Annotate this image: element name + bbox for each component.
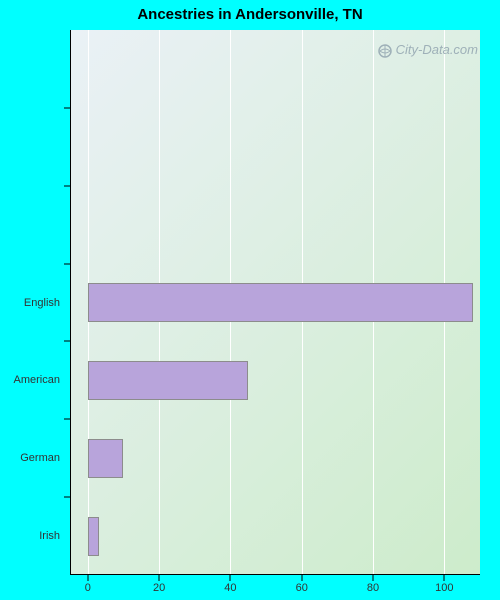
bar — [88, 361, 248, 400]
xtick-label: 80 — [367, 582, 379, 594]
ytick-mark — [64, 419, 70, 420]
xtick-mark — [301, 575, 302, 581]
ytick-label: Irish — [0, 530, 60, 542]
ytick-mark — [64, 107, 70, 108]
ytick-mark — [64, 497, 70, 498]
xtick-mark — [230, 575, 231, 581]
xtick-mark — [159, 575, 160, 581]
plot-area — [70, 30, 480, 575]
axis-spine-left — [70, 30, 71, 575]
watermark-icon — [378, 44, 392, 58]
watermark-text: City-Data.com — [396, 42, 478, 57]
ytick-mark — [64, 341, 70, 342]
watermark: City-Data.com — [378, 42, 478, 58]
bar — [88, 283, 473, 322]
xtick-mark — [373, 575, 374, 581]
ytick-mark — [64, 185, 70, 186]
ytick-mark — [64, 263, 70, 264]
ytick-label: English — [0, 297, 60, 309]
axis-spine-bottom — [70, 574, 480, 575]
chart-page: Ancestries in Andersonville, TN City-Dat… — [0, 0, 500, 600]
xtick-mark — [444, 575, 445, 581]
ytick-label: American — [0, 374, 60, 386]
bar — [88, 517, 99, 556]
xtick-label: 60 — [296, 582, 308, 594]
bar — [88, 439, 124, 478]
chart-title: Ancestries in Andersonville, TN — [0, 6, 500, 23]
xtick-mark — [87, 575, 88, 581]
ytick-label: German — [0, 452, 60, 464]
xtick-label: 100 — [435, 582, 453, 594]
xtick-label: 0 — [85, 582, 91, 594]
xtick-label: 40 — [224, 582, 236, 594]
xtick-label: 20 — [153, 582, 165, 594]
